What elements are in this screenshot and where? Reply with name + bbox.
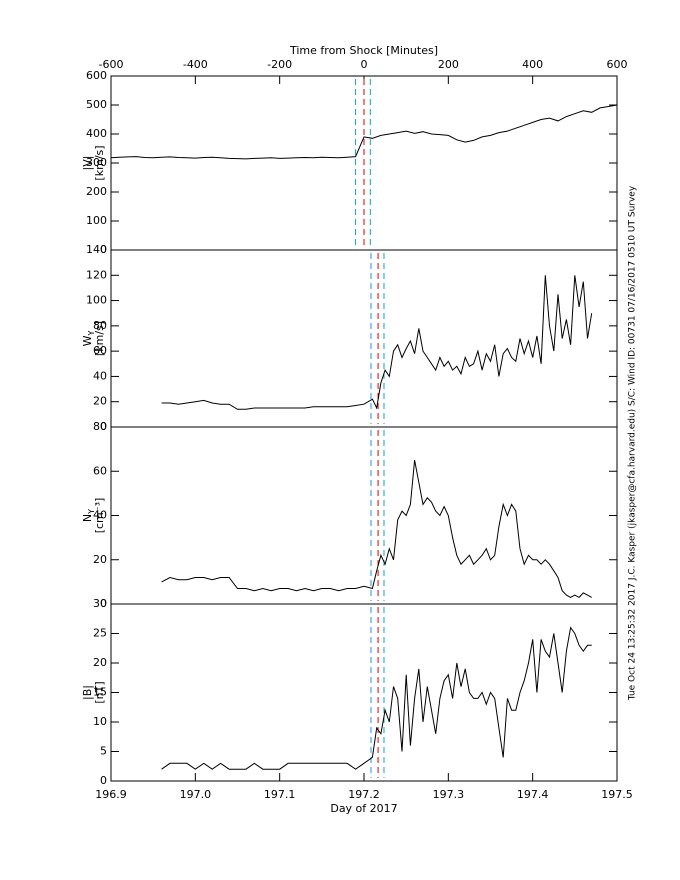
y-tick-label: 30 <box>93 597 107 610</box>
y-axis-label-main: W <box>81 335 94 346</box>
data-line <box>110 104 618 160</box>
x-axis-label: Time from Shock [Minutes] <box>289 44 438 57</box>
y-tick-label: 60 <box>93 344 107 357</box>
x-tick-label: 197.5 <box>601 788 633 801</box>
x-tick-label: 600 <box>607 58 628 71</box>
x-tick-label: -400 <box>183 58 208 71</box>
y-axis-unit: [cm⁻³] <box>93 498 106 534</box>
x-tick-label: 197.2 <box>348 788 380 801</box>
y-tick-label: 0 <box>100 597 107 610</box>
y-axis-label-main: |B| <box>81 685 94 700</box>
y-axis-label: |V| <box>81 156 94 171</box>
y-axis-label-main: |V| <box>81 156 94 171</box>
x-tick-label: -600 <box>99 58 124 71</box>
y-tick-label: 20 <box>93 553 107 566</box>
y-tick-label: 200 <box>86 185 107 198</box>
x-tick-label: 197.1 <box>264 788 296 801</box>
data-line <box>161 626 592 770</box>
y-axis-unit: [nT] <box>93 681 106 703</box>
y-axis-label-sub: Y <box>87 509 96 515</box>
y-axis-unit: [km/s] <box>93 321 106 356</box>
y-tick-label: 20 <box>93 395 107 408</box>
y-tick-label: 20 <box>93 656 107 669</box>
y-tick-label: 5 <box>100 745 107 758</box>
y-tick-label: 80 <box>93 319 107 332</box>
y-axis-label: |B| <box>81 685 94 700</box>
y-tick-label: 400 <box>86 127 107 140</box>
y-tick-label: 100 <box>86 294 107 307</box>
panel-frame <box>110 249 618 428</box>
y-axis-label: NY <box>81 509 96 522</box>
y-axis-label-sub: Y <box>87 331 96 337</box>
x-tick-label: 196.9 <box>95 788 127 801</box>
y-tick-label: 80 <box>93 420 107 433</box>
y-tick-label: 100 <box>86 214 107 227</box>
y-tick-label: 10 <box>93 715 107 728</box>
x-tick-label: -200 <box>267 58 292 71</box>
x-tick-label: 197.0 <box>180 788 212 801</box>
x-tick-label: 197.3 <box>433 788 465 801</box>
panel-frame <box>110 426 618 605</box>
x-tick-label: 0 <box>361 58 368 71</box>
data-line <box>161 460 592 599</box>
x-tick-label: 400 <box>522 58 543 71</box>
y-axis-label: WY <box>81 331 96 347</box>
y-tick-label: 140 <box>86 243 107 256</box>
y-tick-label: 0 <box>100 420 107 433</box>
y-tick-label: 40 <box>93 509 107 522</box>
y-axis-unit: [km/s] <box>93 145 106 180</box>
y-axis-label-main: N <box>81 514 94 522</box>
y-tick-label: 300 <box>86 156 107 169</box>
y-tick-label: 40 <box>93 369 107 382</box>
y-tick-label: 0 <box>100 243 107 256</box>
y-tick-label: 15 <box>93 686 107 699</box>
y-tick-label: 120 <box>86 268 107 281</box>
y-tick-label: 60 <box>93 464 107 477</box>
x-axis-label: Day of 2017 <box>330 802 397 815</box>
y-tick-label: 500 <box>86 98 107 111</box>
y-tick-label: 600 <box>86 69 107 82</box>
y-tick-label: 0 <box>100 774 107 787</box>
x-tick-label: 197.4 <box>517 788 549 801</box>
panel-frame <box>110 603 618 782</box>
y-tick-label: 25 <box>93 627 107 640</box>
data-line <box>161 275 593 410</box>
annotation: Tue Oct 24 13:25:32 2017 J.C. Kasper (jk… <box>628 185 638 701</box>
x-tick-label: 200 <box>438 58 459 71</box>
